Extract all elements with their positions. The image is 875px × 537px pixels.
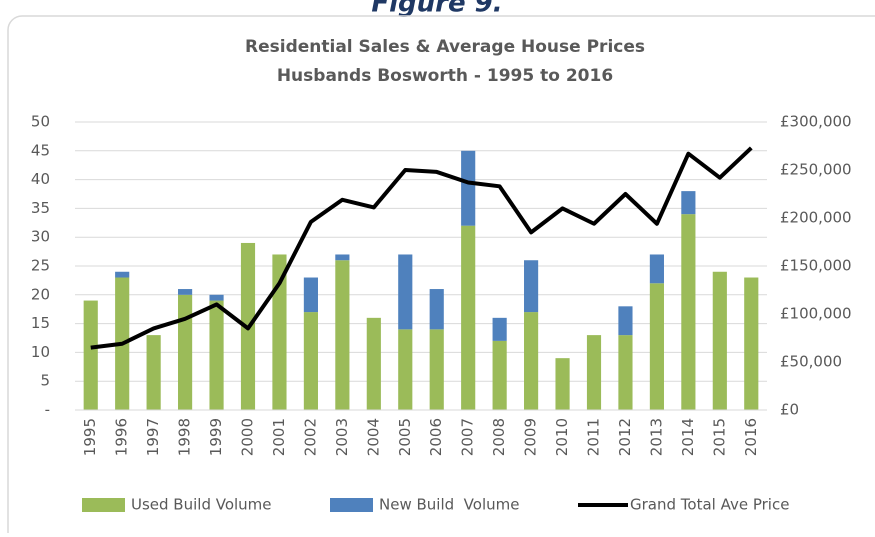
chart-title: Residential Sales & Average House Prices (245, 37, 645, 57)
x-tick-label: 2014 (679, 418, 697, 456)
bar (429, 289, 444, 330)
x-tick-label: 2015 (710, 418, 728, 456)
y-tick-label: 5 (40, 372, 50, 390)
x-tick-label: 2012 (616, 418, 634, 456)
bar (366, 317, 381, 410)
bar (461, 225, 476, 410)
y2-tick-label: £200,000 (780, 209, 852, 227)
x-tick-label: 1997 (144, 418, 162, 456)
chart-border (7, 15, 875, 537)
price-line (90, 146, 753, 350)
y-tick-label: 35 (31, 199, 50, 217)
x-tick-label: 2007 (459, 418, 477, 456)
y2-tick-label: £300,000 (780, 113, 852, 131)
y-tick-label: 20 (31, 285, 50, 303)
bar (555, 358, 570, 410)
x-tick-label: 2013 (647, 418, 665, 456)
y-tick-label: 15 (31, 314, 50, 332)
x-tick-label: 2002 (301, 418, 319, 456)
bar (209, 300, 224, 410)
bar (335, 260, 350, 410)
x-tick-label: 1996 (113, 418, 131, 456)
bar (272, 254, 287, 410)
y2-tick-label: £250,000 (780, 161, 852, 179)
bar (586, 335, 602, 410)
y-tick-label: - (45, 401, 50, 419)
chart-subtitle: Husbands Bosworth - 1995 to 2016 (277, 66, 613, 86)
bar (461, 150, 476, 226)
figure-label: Figure 9. (371, 0, 502, 19)
bar (681, 214, 696, 410)
y-tick-label: 50 (31, 113, 50, 131)
y2-tick-label: £50,000 (780, 353, 842, 371)
legend-swatch (330, 498, 373, 512)
x-tick-label: 2008 (490, 418, 508, 456)
bar (649, 283, 664, 410)
bar (744, 277, 759, 410)
y-tick-label: 25 (31, 257, 50, 275)
x-tick-label: 2001 (270, 418, 288, 456)
bar (524, 260, 539, 313)
x-tick-label: 2009 (522, 418, 540, 456)
x-tick-label: 2005 (396, 418, 414, 456)
x-tick-label: 2006 (427, 418, 445, 456)
bar (146, 335, 161, 410)
bar (335, 254, 350, 261)
bar (115, 271, 130, 278)
bar (492, 317, 507, 341)
x-tick-label: 1995 (81, 418, 99, 456)
bar (178, 289, 193, 295)
x-tick-label: 1999 (207, 418, 225, 456)
bar (398, 254, 413, 330)
x-tick-label: 1998 (176, 418, 194, 456)
bar (649, 254, 664, 284)
bar (618, 306, 633, 336)
y2-tick-label: £100,000 (780, 305, 852, 323)
y-tick-label: 10 (31, 343, 50, 361)
x-tick-label: 2010 (553, 418, 571, 456)
x-tick-label: 2000 (239, 418, 257, 456)
bar (398, 329, 413, 410)
x-tick-label: 2011 (585, 418, 603, 456)
x-tick-label: 2003 (333, 418, 351, 456)
y2-tick-label: £0 (780, 401, 799, 419)
bar (303, 312, 318, 410)
legend-label: New Build Volume (379, 496, 519, 514)
bar (492, 340, 507, 410)
x-tick-label: 2004 (364, 418, 382, 456)
y-tick-label: 40 (31, 170, 50, 188)
bar (209, 294, 224, 301)
y-tick-label: 30 (31, 228, 50, 246)
bar (618, 335, 633, 410)
legend-label: Grand Total Ave Price (630, 496, 789, 514)
bar (303, 277, 318, 313)
y-tick-label: 45 (31, 141, 50, 159)
legend-label: Used Build Volume (131, 496, 272, 514)
x-tick-label: 2016 (742, 418, 760, 456)
legend-swatch (82, 498, 125, 512)
bar (83, 300, 98, 410)
bar (429, 329, 444, 410)
bar (712, 271, 727, 410)
bar (178, 294, 193, 410)
y2-tick-label: £150,000 (780, 257, 852, 275)
bar (681, 191, 696, 215)
bar (524, 312, 539, 410)
